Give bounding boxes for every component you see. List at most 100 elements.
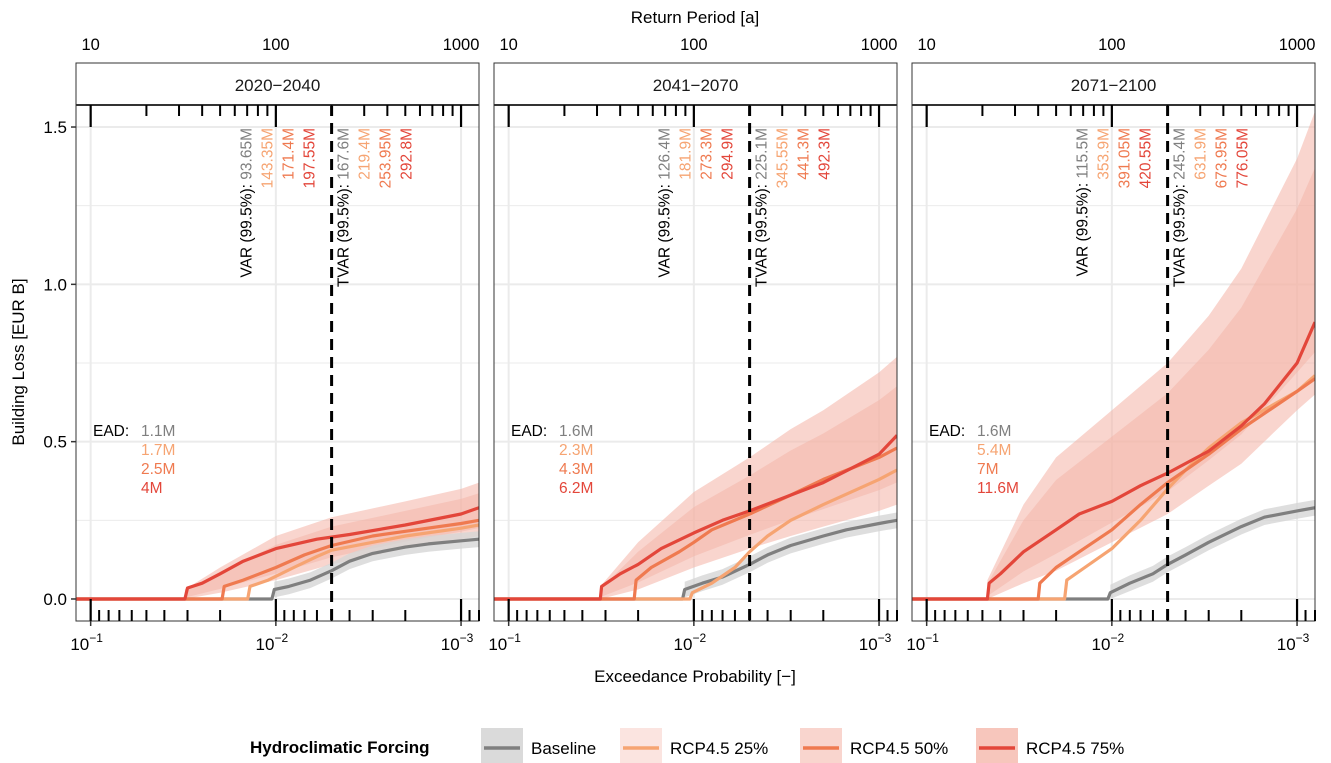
facet-title: 2071−2100 [1071,76,1157,95]
legend-key-swatch [620,728,662,763]
var-label-value: 273.3M [699,128,716,180]
x-tick-label: 10−3 [859,631,892,654]
series-line-rcp4-5-75- [912,321,1315,601]
tvar-label-value: 245.4M [1172,128,1189,180]
series-line-baseline [912,506,1315,601]
ead-value: 1.6M [559,423,593,440]
series-line-rcp4-5-75- [494,434,897,601]
panel-1: 2020−2040 VAR (99.5%): 93.65M 143.35M 171.4… [43,36,480,654]
var-label-value: 197.55M [302,128,319,188]
tvar-label: TVAR (99.5%): 245.4M [1172,128,1189,287]
ead-value: 7M [977,461,999,478]
tvar-label-value: 345.55M [775,128,792,188]
ead-value: 5.4M [977,442,1011,459]
ead-label: EAD: [511,423,547,440]
ead-value: 1.7M [141,442,175,459]
facet-strip [911,62,1316,106]
legend-item-label: RCP4.5 50% [850,739,948,758]
facet-title: 2041−2070 [653,76,739,95]
ead-value: 6.2M [559,480,593,497]
tvar-label-value: 167.6M [336,128,353,180]
top-tick-label: 100 [262,36,290,54]
top-tick-label: 1000 [1279,36,1316,54]
var-label-value: 93.65M [239,128,256,180]
band-baseline [684,512,897,598]
series-line-rcp4-5-50- [76,518,479,601]
legend-key-swatch [976,728,1018,763]
legend-key-swatch [481,728,523,763]
x-tick-label: 10−3 [441,631,474,654]
panel-3: 2071−2100 VAR (99.5%): 115.5M 353.9M 391.05… [906,36,1316,654]
legend-item-label: RCP4.5 25% [670,739,768,758]
y-axis-title: Building Loss [EUR B] [9,278,28,445]
x-tick-label: 10−1 [488,631,521,654]
series-line-rcp4-5-75- [76,506,479,601]
tvar-label-value: 253.95M [378,128,395,188]
x-tick-label: 10−2 [256,631,289,654]
series-line-rcp4-5-25- [494,468,897,601]
top-tick-label: 1000 [861,36,898,54]
var-label-value: 171.4M [281,128,298,180]
series-line-rcp4-5-50- [912,377,1315,601]
tvar-label-value: 225.1M [754,128,771,180]
top-tick-label: 100 [680,36,708,54]
tvar-label-value: 631.9M [1193,128,1210,180]
var-label-value: 181.9M [678,128,695,180]
var-label-value: 294.9M [720,128,737,180]
top-tick-label: 10 [499,36,517,54]
tvar-label: TVAR (99.5%): 225.1M [754,128,771,287]
x-tick-label: 10−1 [70,631,103,654]
tvar-label-value: 673.95M [1214,128,1231,188]
var-label-value: 143.35M [260,128,277,188]
ead-value: 4M [141,480,163,497]
x-axis-title: Exceedance Probability [−] [594,667,796,686]
band-rcp-inner [987,167,1315,597]
series-line-baseline [494,518,897,601]
x-tick-label: 10−3 [1277,631,1310,654]
panel-2: 2041−2070 VAR (99.5%): 126.4M 181.9M 273.3M… [488,36,898,654]
tvar-label-value: 492.3M [817,128,834,180]
series-lines [76,506,479,601]
series-line-rcp4-5-50- [494,446,897,601]
x-tick-label: 10−1 [906,631,939,654]
ead-label: EAD: [93,423,129,440]
x-tick-label: 10−2 [674,631,707,654]
facet-panels: 2020−2040 VAR (99.5%): 93.65M 143.35M 171.4… [43,36,1316,654]
tvar-label: TVAR (99.5%): 167.6M [336,128,353,287]
top-tick-label: 1000 [443,36,480,54]
var-label: VAR (99.5%): 115.5M [1075,128,1092,276]
legend-item-label: Baseline [531,739,596,758]
tvar-label-value: 219.4M [357,128,374,180]
series-line-baseline [76,537,479,601]
ead-value: 2.5M [141,461,175,478]
ead-value: 4.3M [559,461,593,478]
top-tick-label: 10 [81,36,99,54]
uncertainty-bands [987,111,1315,600]
series-line-rcp4-5-25- [76,523,479,601]
legend-title: Hydroclimatic Forcing [250,738,429,757]
tvar-label-value: 441.3M [796,128,813,180]
facet-title: 2020−2040 [235,76,321,95]
x-tick-label: 10−2 [1092,631,1125,654]
var-label-value: 126.4M [657,128,674,180]
top-axis-title: Return Period [a] [631,8,760,27]
var-label-value: 353.9M [1096,128,1113,180]
facet-strip [75,62,480,106]
tvar-label-value: 292.8M [399,128,416,180]
var-label: VAR (99.5%): 93.65M [239,128,256,278]
series-lines [912,321,1315,601]
y-tick-label: 1.0 [43,275,67,294]
legend-key-swatch [800,728,842,763]
band-baseline [1110,499,1315,599]
var-label: VAR (99.5%): 126.4M [657,128,674,278]
series-lines [494,434,897,601]
tvar-label-value: 776.05M [1235,128,1252,188]
band-baseline [274,531,479,598]
ead-value: 11.6M [977,480,1019,497]
var-label-value: 391.05M [1117,128,1134,188]
top-tick-label: 100 [1098,36,1126,54]
y-tick-label: 0.5 [43,433,67,452]
ead-value: 1.1M [141,423,175,440]
var-label-value: 420.55M [1138,128,1155,188]
